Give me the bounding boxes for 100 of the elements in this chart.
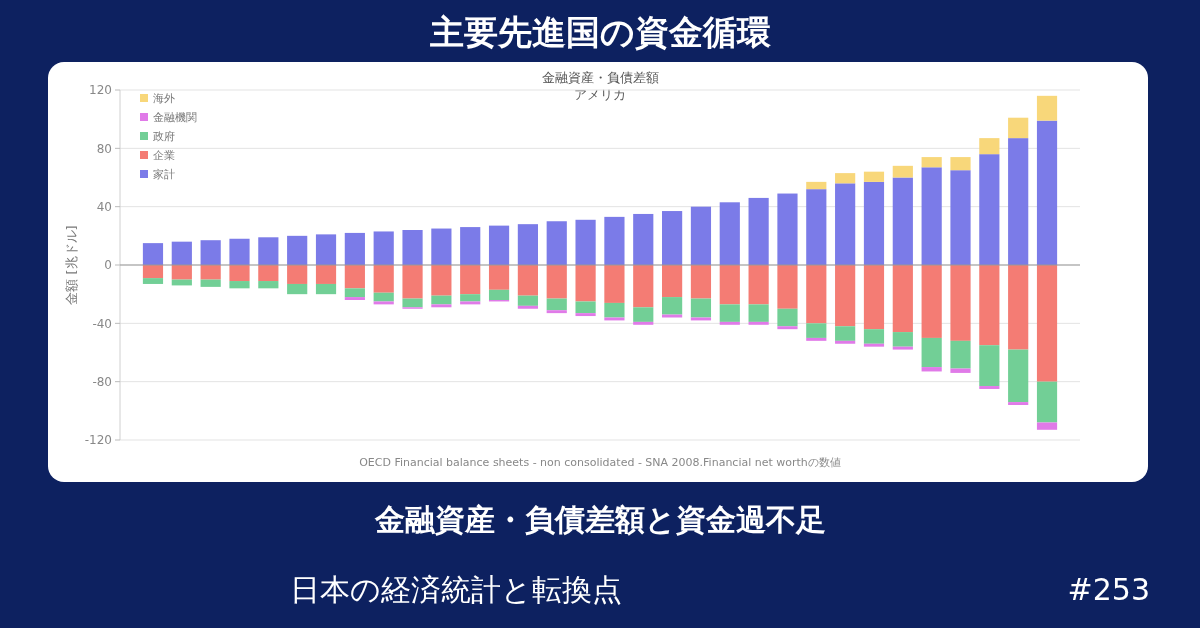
bar	[777, 265, 798, 309]
bar	[229, 238, 250, 265]
bar	[546, 265, 567, 299]
bar	[229, 281, 250, 289]
bar	[373, 301, 394, 305]
bar	[950, 170, 971, 265]
bar	[777, 193, 798, 265]
bar	[546, 310, 567, 314]
text: 日本の経済統計と転換点	[290, 572, 622, 607]
bar	[835, 265, 856, 327]
bar	[431, 304, 452, 308]
bar	[1008, 138, 1029, 265]
y-tick-label: -40	[92, 316, 112, 331]
text: 金融資産・負債差額と資金過不足	[373, 502, 826, 537]
y-tick-label: 120	[89, 83, 112, 98]
bar	[806, 337, 827, 341]
bar	[200, 265, 221, 280]
bar	[921, 337, 942, 368]
bar	[229, 265, 250, 282]
bar	[402, 230, 423, 265]
bar	[431, 228, 452, 265]
bar	[892, 265, 913, 333]
bar	[777, 326, 798, 330]
bar	[402, 265, 423, 299]
bar	[979, 265, 1000, 346]
bar	[719, 321, 740, 325]
bar	[950, 368, 971, 373]
bar	[488, 289, 510, 300]
bar	[662, 314, 683, 318]
bar	[604, 216, 625, 265]
bar	[950, 157, 971, 171]
bar	[748, 265, 769, 305]
bar	[431, 295, 452, 305]
bar	[748, 321, 769, 325]
legend-label: 企業	[153, 148, 175, 162]
y-tick-label: 80	[96, 141, 112, 156]
bar	[633, 307, 654, 322]
bar	[287, 265, 308, 284]
bar	[200, 240, 221, 265]
bar	[171, 265, 192, 280]
bar	[460, 265, 481, 295]
bar	[835, 326, 856, 341]
bar	[690, 206, 712, 265]
bar	[344, 232, 365, 265]
bar	[142, 265, 164, 279]
bar	[863, 329, 885, 344]
y-tick-label: -120	[84, 433, 112, 448]
bar	[488, 225, 510, 265]
bar	[950, 340, 971, 369]
bar	[517, 265, 538, 296]
bar	[546, 298, 567, 311]
bar	[690, 298, 712, 318]
bar	[633, 265, 654, 308]
bar	[517, 295, 538, 306]
bar	[1008, 117, 1029, 139]
bar	[575, 301, 596, 314]
legend-label: 海外	[153, 91, 175, 105]
bar	[517, 305, 538, 309]
bar	[921, 167, 942, 265]
bar	[979, 138, 1000, 155]
bar	[662, 297, 683, 315]
bar	[1036, 265, 1058, 382]
bar	[892, 165, 913, 178]
bar	[690, 265, 712, 299]
bar	[892, 177, 913, 265]
bar	[979, 386, 1000, 389]
bar	[1036, 422, 1058, 430]
text: #253	[1067, 572, 1150, 607]
legend-label: 金融機関	[153, 110, 197, 124]
bar	[575, 313, 596, 317]
bar	[806, 323, 827, 338]
bar	[835, 173, 856, 184]
bar	[835, 183, 856, 265]
bar	[806, 181, 827, 190]
bar	[604, 302, 625, 318]
bar	[287, 283, 308, 295]
bar	[863, 265, 885, 330]
bar	[662, 211, 683, 265]
legend-label: 政府	[153, 129, 175, 143]
bar	[979, 345, 1000, 387]
bar	[806, 265, 827, 324]
bar	[950, 265, 971, 341]
bar	[142, 278, 164, 284]
bar	[719, 265, 740, 305]
bar	[287, 235, 308, 265]
bar	[460, 301, 481, 305]
legend-label: 家計	[153, 167, 175, 181]
bar	[258, 237, 279, 265]
chart-title: 金融資産・負債差額	[541, 70, 659, 85]
bar	[344, 265, 365, 289]
chart-subtitle: アメリカ	[574, 87, 626, 102]
bar	[373, 265, 394, 293]
bar	[1008, 349, 1029, 403]
bar	[258, 265, 279, 282]
bar	[633, 321, 654, 325]
bar	[1036, 381, 1058, 423]
bar	[892, 332, 913, 347]
bar	[575, 265, 596, 302]
bar	[1036, 120, 1058, 265]
bar	[200, 279, 221, 287]
